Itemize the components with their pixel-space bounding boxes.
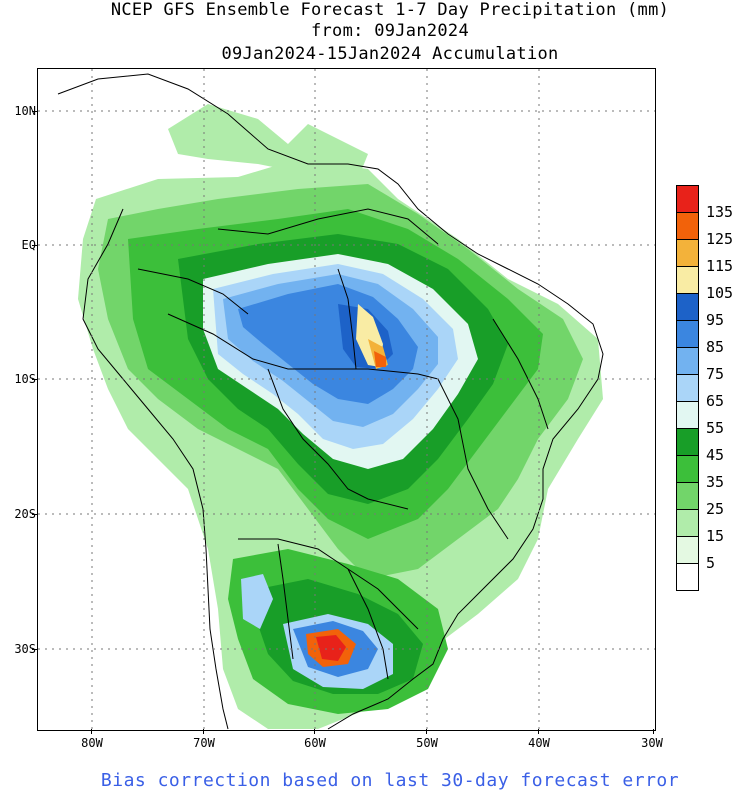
colorbar-swatch bbox=[676, 455, 699, 482]
colorbar-swatch bbox=[676, 239, 699, 266]
lat-label-10s: 10S bbox=[14, 372, 36, 386]
border-10 bbox=[137, 268, 249, 315]
lon-label-50w: 50W bbox=[416, 736, 438, 750]
lat-tick bbox=[32, 245, 37, 246]
border-6 bbox=[277, 543, 294, 660]
lat-tick bbox=[32, 379, 37, 380]
colorbar-swatch bbox=[676, 401, 699, 428]
colorbar-swatch bbox=[676, 266, 699, 293]
lon-label-80w: 80W bbox=[81, 736, 103, 750]
lon-label-60w: 60W bbox=[304, 736, 326, 750]
colorbar-label: 115 bbox=[706, 257, 734, 275]
lon-tick bbox=[426, 729, 427, 734]
lat-tick bbox=[32, 649, 37, 650]
lon-label-30w: 30W bbox=[641, 736, 663, 750]
lat-label-20s: 20S bbox=[14, 507, 36, 521]
colorbar-label: 75 bbox=[706, 365, 725, 383]
gridlines bbox=[38, 69, 655, 730]
colorbar-label: 105 bbox=[706, 284, 734, 302]
colorbar-label: 55 bbox=[706, 419, 725, 437]
lon-tick bbox=[314, 729, 315, 734]
border-2 bbox=[167, 313, 439, 380]
colorbar-swatch bbox=[676, 212, 699, 239]
border-8 bbox=[437, 378, 509, 540]
precip-orange bbox=[374, 351, 386, 367]
border-3 bbox=[337, 268, 357, 370]
precip-blue bbox=[238, 284, 418, 404]
coastline-outline bbox=[57, 73, 604, 730]
border-7 bbox=[347, 568, 389, 680]
colorbar-swatch bbox=[676, 185, 699, 212]
lat-tick bbox=[32, 111, 37, 112]
colorbar-swatch bbox=[676, 320, 699, 347]
lat-label-10n: 10N bbox=[14, 104, 36, 118]
border-1 bbox=[217, 208, 439, 245]
lat-tick bbox=[32, 514, 37, 515]
lon-tick bbox=[203, 729, 204, 734]
forecast-from-date: from: 09Jan2024 bbox=[310, 21, 470, 41]
colorbar-swatch bbox=[676, 509, 699, 536]
precipitation-map bbox=[37, 68, 656, 731]
precip-fill bbox=[78, 104, 603, 729]
colorbar-swatch bbox=[676, 293, 699, 320]
chart-title: NCEP GFS Ensemble Forecast 1-7 Day Preci… bbox=[110, 0, 670, 20]
colorbar-swatch bbox=[676, 374, 699, 401]
colorbar-label: 25 bbox=[706, 500, 725, 518]
colorbar-label: 45 bbox=[706, 446, 725, 464]
colorbar-label: 35 bbox=[706, 473, 725, 491]
colorbar-swatch bbox=[676, 347, 699, 374]
precip-west-pale bbox=[241, 574, 273, 629]
precip-light-green-north bbox=[168, 104, 368, 179]
colorbar-label: 135 bbox=[706, 203, 734, 221]
colorbar-swatch bbox=[676, 428, 699, 455]
colorbar-swatch bbox=[676, 482, 699, 509]
colorbar-label: 5 bbox=[706, 554, 716, 572]
accumulation-period: 09Jan2024-15Jan2024 Accumulation bbox=[221, 44, 559, 64]
lat-label-eq: EQ bbox=[21, 238, 36, 252]
border-4 bbox=[267, 368, 409, 510]
bias-correction-note: Bias correction based on last 30-day for… bbox=[100, 770, 680, 791]
colorbar-label: 95 bbox=[706, 311, 725, 329]
lat-label-30s: 30S bbox=[14, 642, 36, 656]
precip-south-red bbox=[316, 635, 346, 661]
colorbar bbox=[676, 185, 699, 591]
colorbar-label: 65 bbox=[706, 392, 725, 410]
colorbar-swatch bbox=[676, 563, 699, 591]
lon-tick bbox=[91, 729, 92, 734]
lon-label-70w: 70W bbox=[193, 736, 215, 750]
colorbar-swatch bbox=[676, 536, 699, 563]
lon-tick bbox=[653, 729, 654, 734]
lon-label-40w: 40W bbox=[528, 736, 550, 750]
lon-tick bbox=[538, 729, 539, 734]
colorbar-label: 15 bbox=[706, 527, 725, 545]
colorbar-label: 85 bbox=[706, 338, 725, 356]
colorbar-label: 125 bbox=[706, 230, 734, 248]
